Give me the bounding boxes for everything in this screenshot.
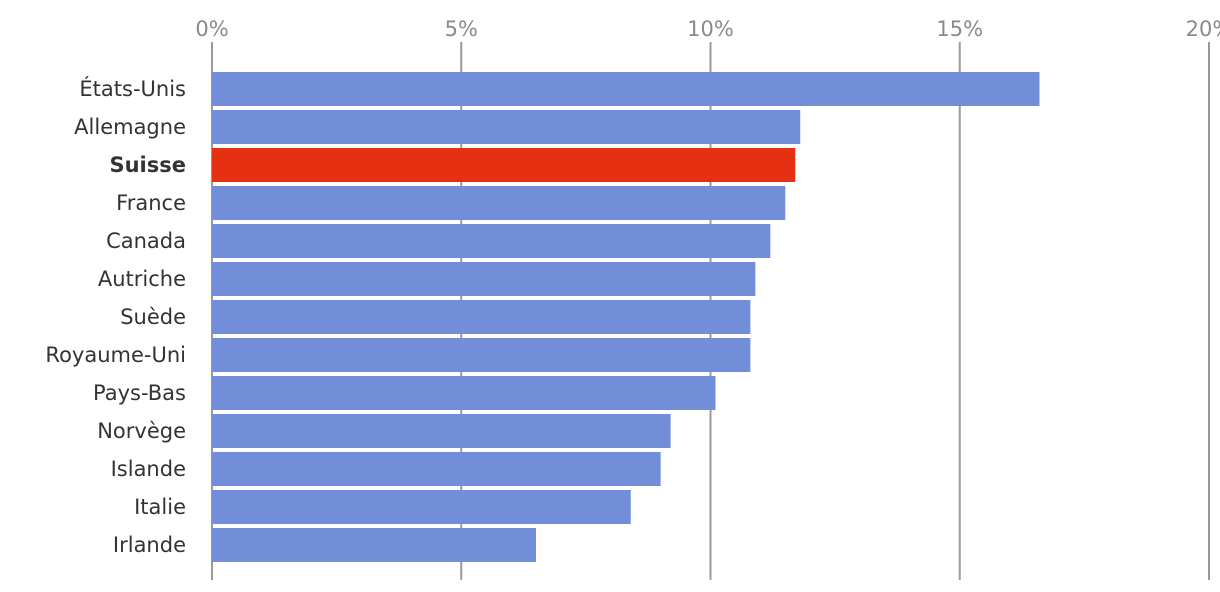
bar xyxy=(212,338,751,372)
bar xyxy=(212,262,756,296)
bar xyxy=(212,376,716,410)
category-label: Islande xyxy=(111,457,186,481)
bar xyxy=(212,490,631,524)
category-label: Italie xyxy=(134,495,186,519)
bar xyxy=(212,148,796,182)
bar xyxy=(212,72,1040,106)
x-tick-label: 5% xyxy=(445,17,478,41)
category-label: Suède xyxy=(120,305,186,329)
category-label: Allemagne xyxy=(74,115,186,139)
category-label: Pays-Bas xyxy=(93,381,186,405)
bar xyxy=(212,414,671,448)
bar xyxy=(212,224,771,258)
x-axis-ticks: 0% 5% 10% 15% 20% xyxy=(195,17,1220,41)
bar xyxy=(212,528,537,562)
x-tick-label: 15% xyxy=(936,17,983,41)
bar xyxy=(212,110,801,144)
category-label: Irlande xyxy=(113,533,186,557)
category-label: Royaume-Uni xyxy=(45,343,186,367)
category-label: Canada xyxy=(106,229,186,253)
x-tick-label: 10% xyxy=(687,17,734,41)
bar xyxy=(212,186,786,220)
category-label: États-Unis xyxy=(79,76,186,101)
category-label: Autriche xyxy=(98,267,186,291)
bar xyxy=(212,452,661,486)
x-tick-label: 20% xyxy=(1186,17,1220,41)
category-labels: États-Unis Allemagne Suisse France Canada Aut… xyxy=(45,76,186,557)
category-label: Norvège xyxy=(97,419,186,443)
x-tick-label: 0% xyxy=(195,17,228,41)
category-label: France xyxy=(116,191,186,215)
category-label: Suisse xyxy=(109,153,186,177)
bar xyxy=(212,300,751,334)
bars xyxy=(212,72,1040,562)
